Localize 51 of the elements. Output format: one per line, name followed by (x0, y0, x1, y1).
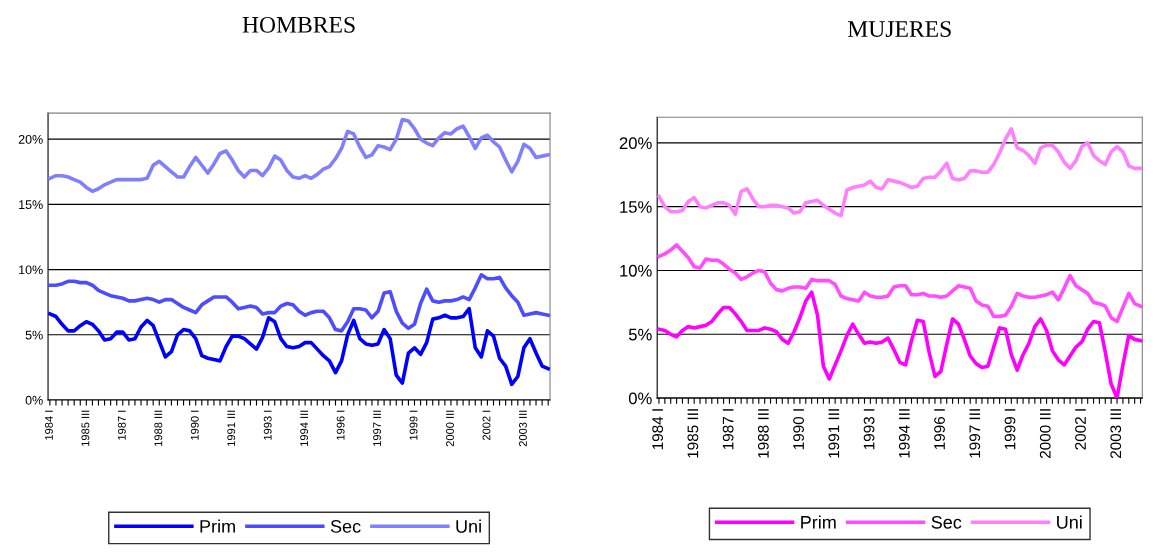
line-series (657, 243, 1143, 324)
x-tick-label: 1987 I (117, 410, 126, 440)
x-tick-label: 1999 I (1004, 409, 1016, 450)
x-tick-label: 1991 III (828, 409, 840, 458)
y-tick-label: 5% (25, 330, 43, 340)
y-tick-label: 20% (619, 137, 652, 150)
chart-title: HOMBRES (242, 16, 355, 33)
x-tick-label: 1996 I (336, 410, 345, 440)
y-tick-label: 0% (25, 395, 43, 405)
legend-label: Sec (931, 515, 962, 529)
x-tick-label: 1990 I (793, 409, 805, 450)
x-tick-label: 1984 I (44, 410, 53, 440)
x-tick-label: 1985 III (687, 409, 699, 458)
legend-label: Uni (456, 519, 481, 533)
legend-label: Sec (330, 520, 361, 533)
x-tick-label: 2002 I (1075, 409, 1086, 450)
x-tick-label: 1994 III (898, 409, 910, 458)
x-tick-label: 1999 I (409, 410, 418, 440)
x-tick-label: 1993 I (863, 409, 875, 450)
y-tick-label: 15% (19, 200, 43, 210)
y-tick-label: 0% (628, 392, 652, 405)
x-tick-label: 1994 III (300, 410, 309, 446)
x-tick-label: 2000 III (446, 410, 454, 447)
line-series (48, 306, 550, 387)
x-tick-label: 1997 III (373, 410, 382, 446)
legend-label: Prim (200, 519, 235, 533)
x-tick-label: 1993 I (263, 410, 272, 440)
chart-title: MUJERES (847, 21, 951, 37)
x-tick-label: 1997 III (969, 409, 981, 458)
legend-label: Prim (801, 515, 836, 529)
x-tick-label: 2002 I (482, 410, 491, 441)
x-tick-label: 1988 III (154, 410, 163, 446)
y-tick-label: 10% (19, 265, 43, 275)
y-tick-label: 5% (628, 328, 652, 341)
y-tick-label: 15% (620, 201, 652, 213)
legend-label: Uni (1057, 515, 1082, 529)
y-tick-label: 10% (620, 264, 652, 277)
x-tick-label: 1991 III (227, 410, 236, 446)
line-series (48, 117, 550, 194)
y-tick-label: 20% (18, 134, 43, 144)
x-tick-label: 1990 I (190, 410, 199, 440)
x-tick-label: 1996 I (934, 409, 945, 450)
x-tick-label: 2003 III (518, 410, 527, 447)
x-tick-label: 1987 I (722, 409, 734, 450)
x-tick-label: 1985 III (81, 410, 90, 446)
x-tick-label: 1988 III (757, 409, 769, 458)
x-tick-label: 2000 III (1039, 409, 1051, 459)
line-series (48, 272, 550, 333)
x-tick-label: 2003 III (1110, 409, 1122, 459)
x-tick-label: 1984 I (652, 409, 664, 450)
line-series (657, 126, 1143, 218)
